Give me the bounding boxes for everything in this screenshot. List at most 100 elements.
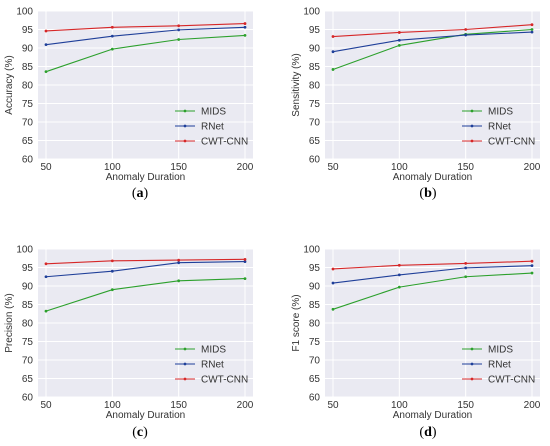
panel-a-y-tick-label: 60 — [22, 155, 34, 166]
panel-a-y-tick-label: 85 — [22, 62, 34, 73]
panel-d-y-tick-label: 90 — [309, 282, 321, 293]
panel-d-y-tick-label: 95 — [309, 263, 321, 274]
panel-d-legend-cwt-cnn-label: CWT-CNN — [488, 375, 535, 386]
panel-a-y-tick-label: 100 — [16, 7, 33, 18]
panel-b-series-rnet-point — [331, 50, 335, 54]
panel-a-y-axis-label: Accuracy (%) — [4, 55, 15, 114]
panel-a-series-mids-point — [110, 47, 114, 51]
panel-b-caption: (b) — [419, 186, 437, 201]
panel-c-y-tick-label: 85 — [22, 300, 34, 311]
panel-b-y-axis-label: Sensitivity (%) — [291, 53, 302, 116]
panel-d-caption: (d) — [419, 425, 437, 440]
panel-d-legend-rnet-marker — [470, 362, 474, 366]
panel-c-y-tick-label: 60 — [22, 393, 34, 404]
panel-d-series-mids-point — [397, 285, 401, 289]
panel-a-caption: (a) — [131, 186, 149, 201]
panel-d-legend-mids-marker — [470, 347, 474, 351]
panel-c-y-axis-label: Precision (%) — [4, 293, 15, 352]
panel-b: 60 65 70 75 80 85 90 95 100 50 100 150 200 Anomaly Du… — [291, 7, 541, 184]
panel-a-series-cwt-cnn-line — [45, 23, 246, 32]
panel-d-series-cwt-cnn-point — [530, 259, 534, 263]
panel-c-series-rnet-line — [45, 261, 246, 278]
panel-d-series-mids-point — [530, 271, 534, 275]
panel-a-x-axis-label: Anomaly Duration — [106, 172, 185, 183]
panel-a-series-rnet-line — [45, 26, 246, 46]
panel-d-caption-letter: d — [424, 425, 432, 440]
panel-d-series-cwt-cnn-point — [397, 263, 401, 267]
panel-d-legend-cwt-cnn-marker — [470, 377, 474, 381]
panel-a-series-cwt-cnn-point — [44, 29, 48, 33]
panel-d-y-tick-label: 70 — [309, 356, 321, 367]
panel-b-legend-cwt-cnn-marker — [470, 139, 474, 143]
panel-d-series-rnet-line — [332, 265, 533, 284]
panel-b-y-tick-label: 65 — [309, 136, 321, 147]
panel-c-series-mids-point — [177, 279, 181, 283]
panel-b-caption-letter: b — [424, 186, 432, 201]
panel-c-x-axis-label: Anomaly Duration — [106, 410, 185, 421]
panel-a-series-cwt-cnn-point — [110, 25, 114, 29]
panel-c-y-tick-label: 70 — [22, 356, 34, 367]
panel-b-series-rnet-line — [332, 31, 533, 53]
panel-c-y-tick-label: 90 — [22, 282, 34, 293]
panel-a-legend-mids-marker — [183, 109, 187, 113]
panel-a-y-tick-label: 65 — [22, 136, 34, 147]
panel-b-x-tick-label: 200 — [524, 162, 541, 173]
panel-c-legend-mids-label: MIDS — [201, 345, 226, 356]
panel-b-series-cwt-cnn-line — [332, 24, 533, 38]
panel-c-series-rnet-point — [44, 275, 48, 279]
panel-a-caption-letter: a — [136, 186, 144, 201]
panel-c-caption-letter: c — [136, 425, 144, 440]
panel-c-legend-cwt-cnn-marker — [183, 377, 187, 381]
panel-d-x-tick-label: 200 — [524, 400, 541, 411]
panel-b-legend-rnet-marker — [470, 124, 474, 128]
panel-b-series-cwt-cnn-point — [331, 35, 335, 38]
panel-a-series-mids-line — [45, 34, 246, 73]
panel-c-y-tick-label: 95 — [22, 263, 34, 274]
panel-c-x-tick-label: 150 — [170, 400, 187, 411]
panel-d-series-rnet-point — [464, 266, 468, 270]
panel-c-series-cwt-cnn-point — [44, 262, 48, 266]
panel-d-x-axis-label: Anomaly Duration — [393, 410, 472, 421]
panel-b-legend-cwt-cnn-label: CWT-CNN — [488, 137, 535, 148]
panel-c: 60 65 70 75 80 85 90 95 100 50 100 150 200 Anomaly Du… — [4, 245, 254, 422]
panel-b-y-tick-label: 80 — [309, 81, 321, 92]
panel-d-series-cwt-cnn-line — [332, 260, 533, 270]
panel-a-x-tick-label: 200 — [237, 162, 254, 173]
panel-c-series-cwt-cnn-point — [177, 258, 181, 262]
panel-c-x-tick-label: 100 — [104, 400, 121, 411]
panel-b-series-cwt-cnn-point — [464, 28, 468, 31]
panel-c-series-rnet-point — [110, 269, 114, 273]
panel-c-x-tick-label: 200 — [237, 400, 254, 411]
panel-b-series-mids-point — [331, 68, 335, 71]
panel-d-y-tick-label: 75 — [309, 337, 321, 348]
panel-b-series-mids-point — [397, 44, 401, 47]
panel-b-x-axis-label: Anomaly Duration — [393, 172, 472, 183]
panel-b-series-rnet-point — [530, 30, 534, 34]
panel-d-y-tick-label: 85 — [309, 300, 321, 311]
panel-a-series-rnet-point — [177, 28, 181, 32]
panel-b-y-tick-label: 85 — [309, 62, 321, 73]
panel-d-series-rnet-point — [331, 281, 335, 285]
panel-d-series-mids-point — [464, 275, 468, 279]
panel-a-series-mids-point — [243, 34, 247, 37]
panel-b-series-rnet-point — [464, 33, 468, 37]
panel-d-y-tick-label: 60 — [309, 393, 321, 404]
panel-a-y-tick-label: 90 — [22, 44, 34, 55]
panel-c-x-tick-label: 50 — [40, 400, 52, 411]
panel-b-series-mids-point — [530, 28, 534, 31]
panel-b-series-cwt-cnn-point — [530, 23, 534, 27]
panel-b-y-tick-label: 70 — [309, 118, 321, 129]
panel-d-series-rnet-point — [530, 264, 534, 268]
panel-d-y-tick-label: 100 — [303, 245, 320, 256]
panel-c-caption: (c) — [132, 425, 148, 440]
panel-a-y-tick-label: 95 — [22, 25, 34, 36]
panel-b-y-tick-label: 60 — [309, 155, 321, 166]
panel-c-series-mids-line — [45, 278, 246, 312]
panel-a-series-rnet-point — [110, 34, 114, 38]
panel-d-x-tick-label: 100 — [391, 400, 408, 411]
panel-a-y-tick-label: 70 — [22, 118, 34, 129]
panel-d-series-cwt-cnn-point — [464, 262, 468, 265]
panel-a-x-tick-label: 100 — [104, 162, 121, 173]
panel-c-y-tick-label: 80 — [22, 319, 34, 330]
